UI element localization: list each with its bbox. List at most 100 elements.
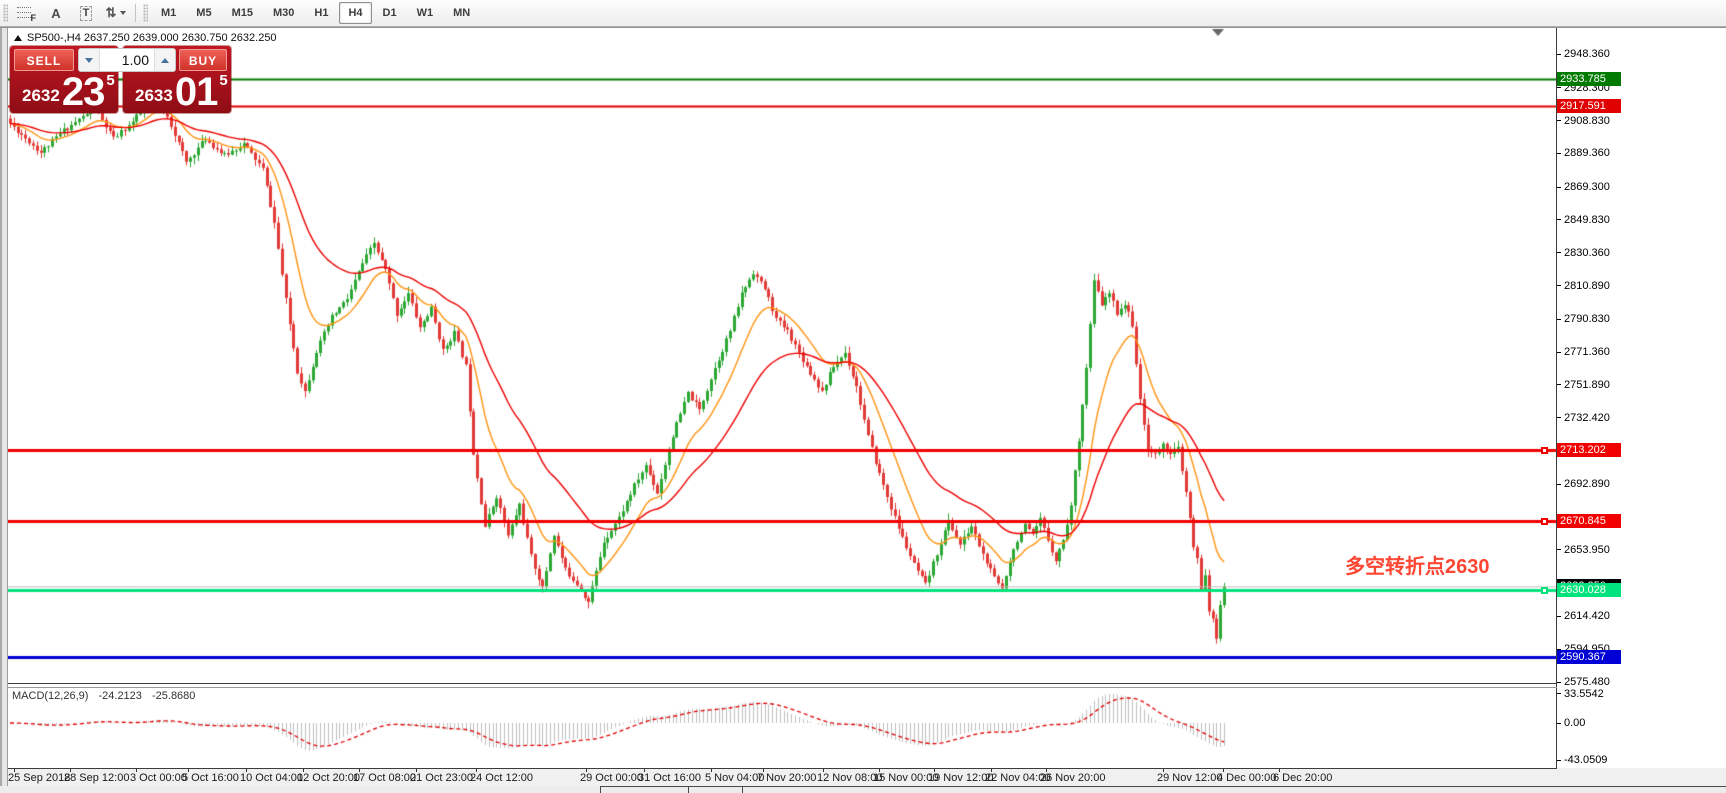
time-tick [644,769,645,772]
timeframe-group: M1 M5 M15 M30 H1 H4 D1 W1 MN [151,2,480,24]
time-label: 28 Sep 12:00 [64,772,130,784]
toolbar-grip[interactable] [3,4,8,22]
bottom-window-edge [0,786,1726,793]
price-line-handle[interactable] [1541,517,1548,525]
window-left-edge [0,27,8,786]
bottom-edge-sep-1 [600,786,601,793]
price-tick-label: 2810.890 [1564,279,1610,292]
time-tick [763,769,764,772]
sell-price[interactable]: 2632 23 5 [22,70,115,114]
arrows-tool-button[interactable]: ⇅ [102,1,130,25]
time-label: 7 Nov 20:00 [757,772,817,784]
time-tick [70,769,71,772]
time-label: 25 Sep 2018 [8,772,71,784]
timeframe-button-D1[interactable]: D1 [382,7,397,19]
price-line-label: 2713.202 [1557,443,1621,458]
price-tick-label: 2790.830 [1564,313,1610,326]
timeframe-button-M5[interactable]: M5 [196,7,212,19]
buy-button[interactable]: BUY [179,49,227,71]
price-tick-dash [1557,285,1561,287]
price-tick-dash [1557,120,1561,122]
price-tick-dash [1557,87,1561,89]
price-tick-dash [1557,351,1561,353]
timeframe-button-H1[interactable]: H1 [314,7,329,19]
time-label: 21 Oct 23:00 [410,772,473,784]
time-label: 17 Oct 08:00 [353,772,416,784]
time-tick [1163,769,1164,772]
fibonacci-tool-button[interactable]: F [12,1,40,25]
fibonacci-icon: F [17,6,36,23]
time-label: 19 Nov 12:00 [928,772,994,784]
price-line-label: 2670.845 [1557,514,1621,529]
toolbar-separator [135,4,136,22]
buy-price[interactable]: 2633 01 5 [135,72,228,112]
main-pane-bottom-border [8,683,1557,684]
text-tool-button[interactable]: A [42,1,70,25]
toolbar-grip-2[interactable] [143,4,148,22]
macd-tick-label: 33.5542 [1564,687,1604,700]
time-label: 26 Nov 20:00 [1040,772,1106,784]
volume-increase-button[interactable] [154,49,175,71]
collapse-panel-icon[interactable] [14,35,22,41]
macd-pane-bottom-border [8,768,1557,769]
bottom-edge-sep-3 [742,786,743,793]
time-label: 29 Oct 00:00 [580,772,643,784]
time-tick [823,769,824,772]
time-tick [1223,769,1224,772]
timeframe-button-M1[interactable]: M1 [161,7,177,19]
bottom-edge-line [600,786,1726,787]
price-line-handle[interactable] [1541,446,1548,454]
price-line-label: 2917.591 [1557,98,1621,113]
time-tick [359,769,360,772]
volume-decrease-button[interactable] [79,49,100,71]
time-label: 12 Nov 08:00 [817,772,883,784]
time-tick [416,769,417,772]
time-tick [991,769,992,772]
volume-input[interactable]: 1.00 [121,52,149,68]
sell-button[interactable]: SELL [14,49,74,71]
time-tick [586,769,587,772]
text-label-tool-button[interactable]: T [72,1,100,25]
time-tick [934,769,935,772]
arrows-icon: ⇅ [105,5,117,20]
price-tick-dash [1557,53,1561,55]
macd-signal-value: -25.8680 [151,690,196,702]
timeframe-button-H4[interactable]: H4 [339,2,372,24]
timeframe-button-M30[interactable]: M30 [272,7,295,19]
macd-main-value: -24.2123 [98,690,142,702]
time-label: 24 Oct 12:00 [470,772,533,784]
price-line-label: 2590.367 [1557,649,1621,664]
chart-text-annotation[interactable]: 多空转折点2630 [1345,556,1490,578]
time-tick [879,769,880,772]
caret-up-icon [161,57,169,63]
price-line-label: 2933.785 [1557,71,1621,86]
timeframe-button-M15[interactable]: M15 [231,7,253,19]
time-tick [14,769,15,772]
price-tick-label: 2575.480 [1564,676,1610,688]
price-axis-separator [1556,28,1557,768]
symbol-ohlc-text: SP500-,H4 2637.250 2639.000 2630.750 263… [27,32,277,44]
time-tick [303,769,304,772]
time-tick [1046,769,1047,772]
price-tick-dash [1557,417,1561,419]
macd-indicator-label: MACD(12,26,9) -24.2123 -25.8680 [12,690,202,702]
timeframe-button-MN[interactable]: MN [453,7,471,19]
macd-canvas[interactable] [8,688,1556,768]
price-tick-dash [1557,681,1561,683]
main-chart-canvas[interactable] [8,28,1556,683]
buy-price-prefix: 2633 [135,86,173,105]
text-icon: A [51,5,61,21]
price-tick-dash [1557,252,1561,254]
timeframe-button-W1[interactable]: W1 [416,7,434,19]
sell-price-big: 23 [61,70,105,114]
toolbar: F A T ⇅ M1 M5 M15 M30 H1 H4 D1 W1 MN [0,0,1726,27]
price-tick-label: 2889.360 [1564,147,1610,160]
price-tick-dash [1557,152,1561,154]
sell-price-prefix: 2632 [22,86,60,105]
price-tick-dash [1557,384,1561,386]
price-tick-dash [1557,318,1561,320]
one-click-trade-panel: SELL 1.00 BUY 2632 23 5 2633 01 5 [10,46,231,113]
price-line-handle[interactable] [1541,586,1548,594]
time-tick [136,769,137,772]
